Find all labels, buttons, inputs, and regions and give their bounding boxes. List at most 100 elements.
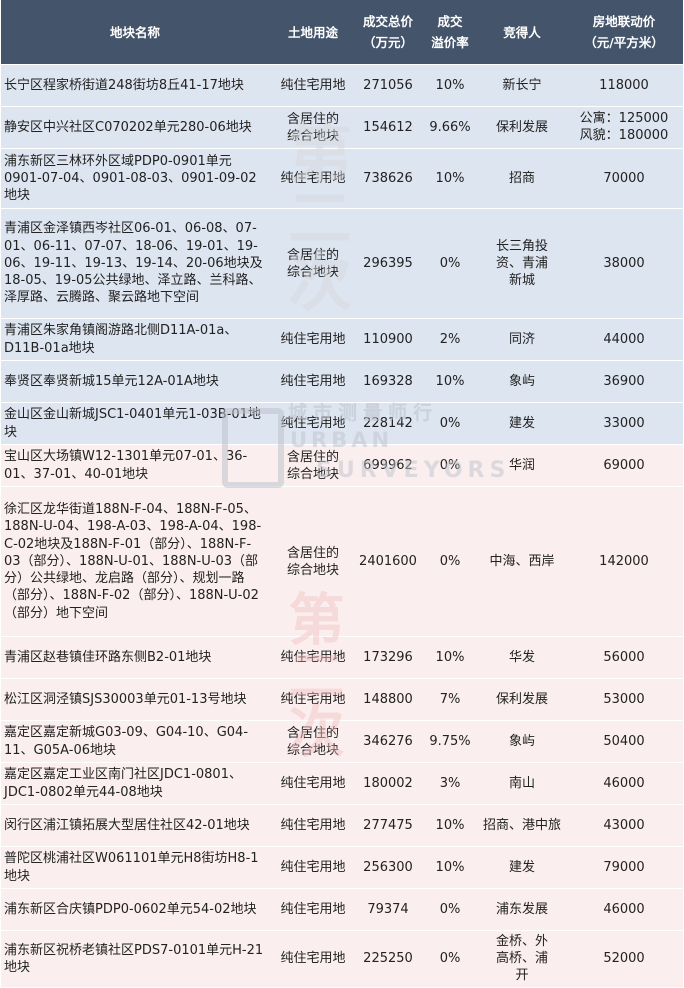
total-price-cell: 2401600	[355, 486, 421, 637]
premium-rate-cell: 3%	[421, 762, 479, 805]
premium-rate-cell: 0%	[421, 930, 479, 988]
land-usage-cell: 纯住宅用地	[271, 64, 355, 107]
land-usage-cell: 含居住的综合地块	[271, 208, 355, 319]
total-price-cell: 346276	[355, 720, 421, 763]
winner-cell: 招商、港中旅	[479, 804, 565, 847]
winner-cell: 招商	[479, 148, 565, 209]
winner-cell: 南山	[479, 762, 565, 805]
plot-name-cell: 金山区金山新城JSC1-0401单元1-03B-01地块	[1, 402, 271, 445]
table-body: 长宁区程家桥街道248街坊8丘41-17地块 纯住宅用地 271056 10% 新长宁 1…	[1, 64, 683, 988]
land-usage-cell: 纯住宅用地	[271, 402, 355, 445]
plot-name-cell: 青浦区赵巷镇佳环路东侧B2-01地块	[1, 636, 271, 679]
land-usage-cell: 含居住的综合地块	[271, 486, 355, 637]
linked-price-line: 风貌：180000	[579, 128, 669, 144]
winner-cell: 金桥、外高桥、浦开	[479, 930, 565, 988]
header-linked-price-line1: 房地联动价	[592, 14, 656, 29]
table-row: 浦东新区祝桥老镇社区PDS7-0101单元H-21地块 纯住宅用地 225250 0%…	[1, 930, 683, 988]
plot-name-cell: 徐汇区龙华街道188N-F-04、188N-F-05、188N-U-04、198…	[1, 486, 271, 637]
total-price-cell: 225250	[355, 930, 421, 988]
linked-price-cell: 50400	[565, 720, 683, 763]
total-price-cell: 110900	[355, 318, 421, 361]
plot-name-cell: 奉贤区奉贤新城15单元12A-01A地块	[1, 360, 271, 403]
table-row: 金山区金山新城JSC1-0401单元1-03B-01地块 纯住宅用地 228142 0…	[1, 402, 683, 445]
linked-price-cell: 52000	[565, 930, 683, 988]
total-price-cell: 169328	[355, 360, 421, 403]
header-linked-price-line2: （元/平方米）	[584, 35, 664, 50]
premium-rate-cell: 0%	[421, 486, 479, 637]
winner-cell: 象屿	[479, 720, 565, 763]
winner-cell: 新长宁	[479, 64, 565, 107]
premium-rate-cell: 10%	[421, 846, 479, 889]
plot-name-cell: 宝山区大场镇W12-1301单元07-01、36-01、37-01、40-01地…	[1, 444, 271, 487]
total-price-cell: 271056	[355, 64, 421, 107]
premium-rate-cell: 0%	[421, 888, 479, 931]
land-usage-cell: 含居住的综合地块	[271, 106, 355, 149]
land-usage-cell: 纯住宅用地	[271, 804, 355, 847]
land-usage-cell: 纯住宅用地	[271, 318, 355, 361]
plot-name-cell: 嘉定区嘉定工业区南门社区JDC1-0801、JDC1-0802单元44-08地块	[1, 762, 271, 805]
table-row: 青浦区朱家角镇阁游路北侧D11A-01a、D11B-01a地块 纯住宅用地 1109…	[1, 318, 683, 361]
premium-rate-cell: 10%	[421, 636, 479, 679]
premium-rate-cell: 0%	[421, 444, 479, 487]
linked-price-cell: 69000	[565, 444, 683, 487]
land-usage-cell: 纯住宅用地	[271, 762, 355, 805]
plot-name-cell: 浦东新区祝桥老镇社区PDS7-0101单元H-21地块	[1, 930, 271, 988]
premium-rate-cell: 9.75%	[421, 720, 479, 763]
header-total-price-line1: 成交总价	[362, 14, 413, 29]
winner-cell: 华发	[479, 636, 565, 679]
table-row: 嘉定区嘉定新城G03-09、G04-10、G04-11、G05A-06地块 含居住…	[1, 720, 683, 763]
land-usage-cell: 含居住的综合地块	[271, 444, 355, 487]
land-usage-cell: 纯住宅用地	[271, 360, 355, 403]
linked-price-cell: 36900	[565, 360, 683, 403]
table-row: 浦东新区合庆镇PDP0-0602单元54-02地块 纯住宅用地 79374 0% 浦东发…	[1, 888, 683, 931]
table-row: 浦东新区三林环外区域PDP0-0901单元0901-07-04、0901-08-…	[1, 148, 683, 209]
linked-price-cell: 118000	[565, 64, 683, 107]
winner-cell: 长三角投资、青浦新城	[479, 208, 565, 319]
table-row: 奉贤区奉贤新城15单元12A-01A地块 纯住宅用地 169328 10% 象屿 3690…	[1, 360, 683, 403]
total-price-cell: 180002	[355, 762, 421, 805]
plot-name-cell: 嘉定区嘉定新城G03-09、G04-10、G04-11、G05A-06地块	[1, 720, 271, 763]
premium-rate-cell: 10%	[421, 148, 479, 209]
header-plot-name: 地块名称	[1, 0, 271, 65]
linked-price-cell: 142000	[565, 486, 683, 637]
header-winner: 竞得人	[479, 0, 565, 65]
linked-price-line: 公寓：125000	[579, 111, 669, 127]
winner-cell: 建发	[479, 402, 565, 445]
table-row: 闵行区浦江镇拓展大型居住社区42-01地块 纯住宅用地 277475 10% 招商、港中…	[1, 804, 683, 847]
winner-cell: 华润	[479, 444, 565, 487]
winner-cell: 保利发展	[479, 678, 565, 721]
winner-cell: 同济	[479, 318, 565, 361]
header-premium-line2: 溢价率	[431, 35, 469, 50]
linked-price-lines: 公寓：125000 风貌：180000	[580, 110, 669, 144]
premium-rate-cell: 10%	[421, 360, 479, 403]
linked-price-cell: 38000	[565, 208, 683, 319]
winner-cell: 中海、西岸	[479, 486, 565, 637]
linked-price-cell: 44000	[565, 318, 683, 361]
total-price-cell: 228142	[355, 402, 421, 445]
total-price-cell: 79374	[355, 888, 421, 931]
premium-rate-cell: 9.66%	[421, 106, 479, 149]
header-land-usage: 土地用途	[271, 0, 355, 65]
linked-price-cell: 46000	[565, 762, 683, 805]
total-price-cell: 256300	[355, 846, 421, 889]
land-usage-cell: 纯住宅用地	[271, 846, 355, 889]
header-premium-line1: 成交	[437, 14, 463, 29]
header-linked-price: 房地联动价 （元/平方米）	[565, 0, 683, 65]
linked-price-cell: 56000	[565, 636, 683, 679]
premium-rate-cell: 0%	[421, 402, 479, 445]
land-usage-cell: 纯住宅用地	[271, 678, 355, 721]
land-usage-cell: 纯住宅用地	[271, 636, 355, 679]
header-premium-rate: 成交 溢价率	[421, 0, 479, 65]
linked-price-cell: 46000	[565, 888, 683, 931]
table-row: 长宁区程家桥街道248街坊8丘41-17地块 纯住宅用地 271056 10% 新长宁 1…	[1, 64, 683, 107]
premium-rate-cell: 7%	[421, 678, 479, 721]
plot-name-cell: 静安区中兴社区C070202单元280-06地块	[1, 106, 271, 149]
table-row: 松江区洞泾镇SJS30003单元01-13号地块 纯住宅用地 148800 7% 保利发…	[1, 678, 683, 721]
table-row: 青浦区金泽镇西岑社区06-01、06-08、07-01、06-11、07-07、…	[1, 208, 683, 319]
winner-cell: 浦东发展	[479, 888, 565, 931]
plot-name-cell: 浦东新区合庆镇PDP0-0602单元54-02地块	[1, 888, 271, 931]
total-price-cell: 154612	[355, 106, 421, 149]
winner-cell: 保利发展	[479, 106, 565, 149]
